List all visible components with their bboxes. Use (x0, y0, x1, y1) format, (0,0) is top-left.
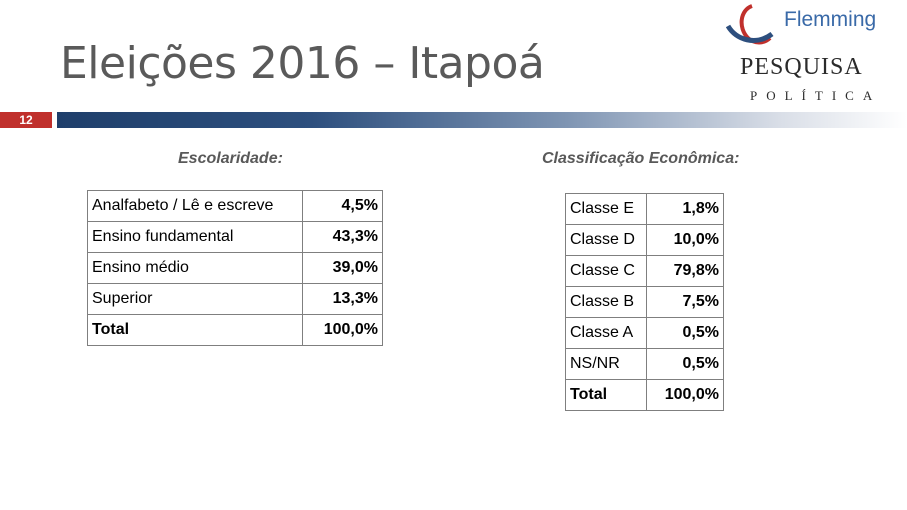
row-value: 39,0% (302, 252, 383, 284)
classificacao-table: Classe E 1,8% Classe D 10,0% Classe C 79… (565, 193, 724, 411)
table-row: Ensino fundamental 43,3% (87, 221, 383, 253)
slide-number: 12 (0, 112, 52, 128)
header-bar (57, 112, 907, 128)
flemming-mark-icon (726, 4, 774, 45)
politica-text: POLÍTICA (750, 88, 882, 103)
row-label: Classe B (565, 286, 647, 318)
row-label: Analfabeto / Lê e escreve (87, 190, 303, 222)
row-label: Classe C (565, 255, 647, 287)
row-value: 100,0% (302, 314, 383, 346)
row-label: Total (87, 314, 303, 346)
row-value: 100,0% (646, 379, 724, 411)
row-label: Classe A (565, 317, 647, 349)
row-label: NS/NR (565, 348, 647, 380)
flemming-logo: Flemming PESQUISA POLÍTICA (722, 2, 902, 110)
table-row: Classe E 1,8% (565, 193, 724, 225)
row-value: 43,3% (302, 221, 383, 253)
row-value: 10,0% (646, 224, 724, 256)
row-value: 7,5% (646, 286, 724, 318)
table-row: Superior 13,3% (87, 283, 383, 315)
escolaridade-heading: Escolaridade: (178, 150, 283, 167)
table-row-total: Total 100,0% (87, 314, 383, 346)
table-row-total: Total 100,0% (565, 379, 724, 411)
table-row: Classe D 10,0% (565, 224, 724, 256)
row-value: 4,5% (302, 190, 383, 222)
table-row: Classe C 79,8% (565, 255, 724, 287)
table-row: Classe A 0,5% (565, 317, 724, 349)
classificacao-heading: Classificação Econômica: (542, 150, 740, 167)
flemming-brand-text: Flemming (784, 8, 877, 31)
row-value: 79,8% (646, 255, 724, 287)
row-label: Ensino médio (87, 252, 303, 284)
table-row: Analfabeto / Lê e escreve 4,5% (87, 190, 383, 222)
row-label: Classe E (565, 193, 647, 225)
row-label: Total (565, 379, 647, 411)
pesquisa-text: PESQUISA (740, 54, 863, 80)
row-value: 0,5% (646, 348, 724, 380)
page-title: Eleições 2016 – Itapoá (60, 38, 545, 89)
table-row: NS/NR 0,5% (565, 348, 724, 380)
row-value: 0,5% (646, 317, 724, 349)
row-value: 13,3% (302, 283, 383, 315)
table-row: Ensino médio 39,0% (87, 252, 383, 284)
row-label: Classe D (565, 224, 647, 256)
escolaridade-table: Analfabeto / Lê e escreve 4,5% Ensino fu… (87, 190, 383, 346)
row-label: Ensino fundamental (87, 221, 303, 253)
row-value: 1,8% (646, 193, 724, 225)
table-row: Classe B 7,5% (565, 286, 724, 318)
row-label: Superior (87, 283, 303, 315)
